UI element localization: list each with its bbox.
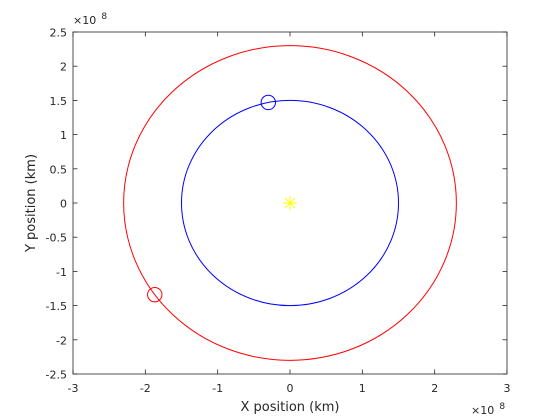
y-tick-label: 0 — [60, 198, 67, 211]
x-exponent-base: ×10 — [471, 404, 494, 417]
x-axis: -3 -2 -1 0 1 2 3 — [68, 382, 511, 395]
y-tick-label: 0.5 — [50, 163, 68, 176]
y-exponent-base: ×10 — [73, 14, 96, 27]
y-tick-label: -1.5 — [46, 300, 67, 313]
y-axis: -2.5 -2 -1.5 -1 -0.5 0 0.5 1 1.5 2 2.5 — [46, 27, 67, 382]
y-tick-label: -2 — [56, 334, 67, 347]
x-exponent-label: ×10 8 — [471, 399, 505, 418]
x-tick-label: 1 — [359, 382, 366, 395]
y-tick-label: 2 — [60, 61, 67, 74]
y-exponent-label: ×10 8 — [73, 9, 107, 28]
planet-marker-2 — [147, 286, 163, 303]
x-tick-label: -2 — [140, 382, 151, 395]
y-tick-label: -2.5 — [46, 369, 67, 382]
x-tick-label: 0 — [287, 382, 294, 395]
sun-marker — [283, 196, 297, 210]
y-tick-label: 2.5 — [50, 27, 68, 40]
orbit-path-2 — [123, 45, 457, 361]
x-tick-label: 3 — [504, 382, 511, 395]
x-exponent-power: 8 — [499, 402, 505, 412]
planet-marker-1 — [260, 94, 276, 111]
y-tick-label: -0.5 — [46, 232, 67, 245]
orbit-path-1 — [181, 99, 399, 307]
y-tick-label: 1.5 — [50, 95, 68, 108]
x-tick-label: 2 — [431, 382, 438, 395]
x-tick-label: -1 — [212, 382, 223, 395]
sun-marker-stroke — [284, 197, 296, 209]
y-exponent-power: 8 — [101, 12, 107, 22]
y-axis-label: Y position (km) — [24, 154, 39, 253]
x-axis-label: X position (km) — [241, 400, 340, 415]
y-tick-label: -1 — [56, 266, 67, 279]
x-tick-label: -3 — [68, 382, 79, 395]
chart-marks — [72, 31, 508, 375]
y-tick-label: 1 — [60, 129, 67, 142]
